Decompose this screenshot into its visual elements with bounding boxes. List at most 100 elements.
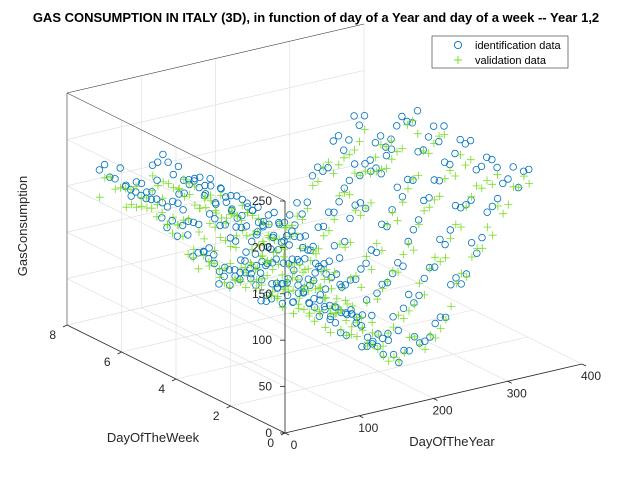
validation-point [383, 220, 392, 229]
validation-point [419, 146, 428, 155]
validation-point [316, 283, 325, 292]
identification-point [164, 158, 172, 166]
validation-point [174, 185, 183, 194]
validation-point [309, 276, 318, 285]
identification-point [285, 241, 293, 249]
validation-point [362, 298, 371, 307]
validation-point [201, 192, 210, 201]
y-tick-label: 6 [104, 355, 111, 369]
validation-point [294, 304, 303, 313]
validation-point [184, 250, 193, 259]
validation-point [303, 204, 312, 213]
validation-point [95, 193, 104, 202]
identification-point [394, 259, 402, 267]
validation-point [462, 203, 471, 211]
validation-point [347, 330, 356, 339]
box-edge-top-back [66, 23, 365, 94]
validation-point [332, 294, 341, 303]
validation-point [325, 275, 334, 284]
grid-line-floor-y [121, 282, 419, 353]
validation-point [451, 220, 460, 229]
validation-point [237, 216, 246, 225]
validation-point [430, 195, 439, 204]
identification-point [282, 232, 291, 240]
validation-point [277, 242, 286, 251]
validation-point [330, 268, 339, 277]
validation-point [440, 130, 449, 139]
validation-point [248, 245, 256, 254]
identification-point [341, 281, 349, 289]
validation-point [225, 283, 234, 292]
identification-point [346, 214, 354, 223]
validation-point [154, 181, 162, 190]
identification-point [316, 291, 324, 299]
identification-point [332, 270, 341, 278]
validation-point [361, 204, 370, 213]
validation-point [311, 285, 320, 293]
identification-point [257, 297, 265, 305]
validation-point [132, 203, 141, 212]
validation-point [247, 277, 255, 286]
validation-point [493, 170, 502, 179]
identification-point [504, 175, 512, 183]
identification-point [499, 179, 507, 188]
validation-point [379, 342, 387, 351]
validation-point [424, 149, 433, 158]
validation-point [336, 306, 345, 315]
validation-point [499, 209, 508, 218]
identification-point [225, 266, 234, 274]
y-tick-label: 2 [213, 409, 220, 423]
validation-point [288, 273, 297, 282]
validation-point [137, 202, 146, 211]
validation-point [294, 300, 303, 309]
validation-point [201, 203, 210, 212]
validation-point [320, 294, 329, 303]
validation-point [173, 220, 182, 229]
identification-point [289, 298, 297, 306]
identification-point [232, 223, 240, 231]
identification-point [243, 199, 251, 207]
validation-point [148, 171, 157, 180]
identification-point [440, 158, 449, 166]
identification-point [194, 220, 203, 229]
validation-point [288, 221, 297, 230]
validation-point [226, 242, 235, 251]
validation-point [368, 328, 377, 337]
identification-point [314, 223, 322, 231]
validation-point [293, 212, 302, 221]
validation-point [373, 345, 382, 354]
validation-point [262, 258, 271, 267]
validation-point [247, 260, 256, 269]
identification-point [174, 162, 183, 171]
legend-label-identification: identification data [475, 40, 561, 52]
validation-point [269, 234, 278, 243]
identification-point [429, 122, 438, 130]
identification-point [230, 266, 239, 274]
validation-point [264, 231, 273, 240]
validation-point [268, 265, 277, 274]
validation-point [394, 268, 403, 277]
validation-point [361, 167, 370, 176]
validation-point [336, 325, 345, 334]
chart-title: GAS CONSUMPTION IN ITALY (3D), in functi… [33, 10, 599, 25]
identification-point [210, 250, 218, 259]
identification-point [111, 175, 119, 183]
identification-point [379, 334, 387, 343]
validation-point [220, 278, 229, 287]
identification-point [283, 291, 292, 299]
validation-point [211, 206, 220, 215]
validation-point [310, 317, 319, 326]
identification-point [326, 315, 334, 324]
validation-point [452, 279, 461, 288]
grid-line-sidewall-z [66, 278, 286, 387]
x-tick-label: 300 [507, 386, 527, 400]
identification-point [335, 254, 344, 262]
identification-point [372, 248, 381, 257]
validation-point [200, 234, 209, 243]
validation-point [525, 179, 534, 188]
validation-point [299, 286, 308, 294]
validation-point [414, 171, 423, 180]
y-tick-label: 8 [49, 328, 56, 342]
validation-point [241, 283, 250, 292]
validation-point [189, 253, 198, 262]
